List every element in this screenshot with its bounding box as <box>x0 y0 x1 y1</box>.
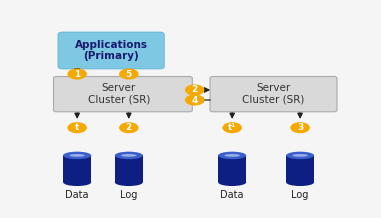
Ellipse shape <box>69 154 85 157</box>
Circle shape <box>67 68 87 80</box>
Bar <box>115 155 143 182</box>
Bar <box>286 155 314 182</box>
Ellipse shape <box>218 152 246 159</box>
Text: 2: 2 <box>192 85 198 94</box>
Circle shape <box>67 122 87 133</box>
Circle shape <box>223 122 242 133</box>
Ellipse shape <box>115 179 143 186</box>
Text: t¹: t¹ <box>228 123 236 132</box>
Text: 3: 3 <box>297 123 303 132</box>
Ellipse shape <box>121 154 136 157</box>
Ellipse shape <box>63 179 91 186</box>
Ellipse shape <box>292 154 308 157</box>
Text: Applications
(Primary): Applications (Primary) <box>75 40 147 61</box>
Circle shape <box>119 122 139 133</box>
Text: Log: Log <box>120 190 138 200</box>
FancyBboxPatch shape <box>58 32 164 69</box>
Text: t: t <box>75 123 79 132</box>
Ellipse shape <box>115 152 143 159</box>
Text: 1: 1 <box>74 70 80 78</box>
Circle shape <box>290 122 310 133</box>
Text: 5: 5 <box>126 70 132 78</box>
Ellipse shape <box>63 152 91 159</box>
Ellipse shape <box>286 179 314 186</box>
Text: 4: 4 <box>192 95 198 104</box>
Text: 2: 2 <box>126 123 132 132</box>
FancyBboxPatch shape <box>53 77 192 112</box>
Circle shape <box>119 68 139 80</box>
Text: Data: Data <box>66 190 89 200</box>
Ellipse shape <box>286 152 314 159</box>
Bar <box>63 155 91 182</box>
Text: Server
Cluster (SR): Server Cluster (SR) <box>88 83 150 105</box>
Ellipse shape <box>224 154 240 157</box>
Text: Server
Cluster (SR): Server Cluster (SR) <box>242 83 305 105</box>
Text: Log: Log <box>291 190 309 200</box>
Circle shape <box>185 84 205 95</box>
Circle shape <box>185 94 205 106</box>
Text: Data: Data <box>221 190 244 200</box>
FancyBboxPatch shape <box>210 77 337 112</box>
Bar <box>218 155 246 182</box>
Ellipse shape <box>218 179 246 186</box>
